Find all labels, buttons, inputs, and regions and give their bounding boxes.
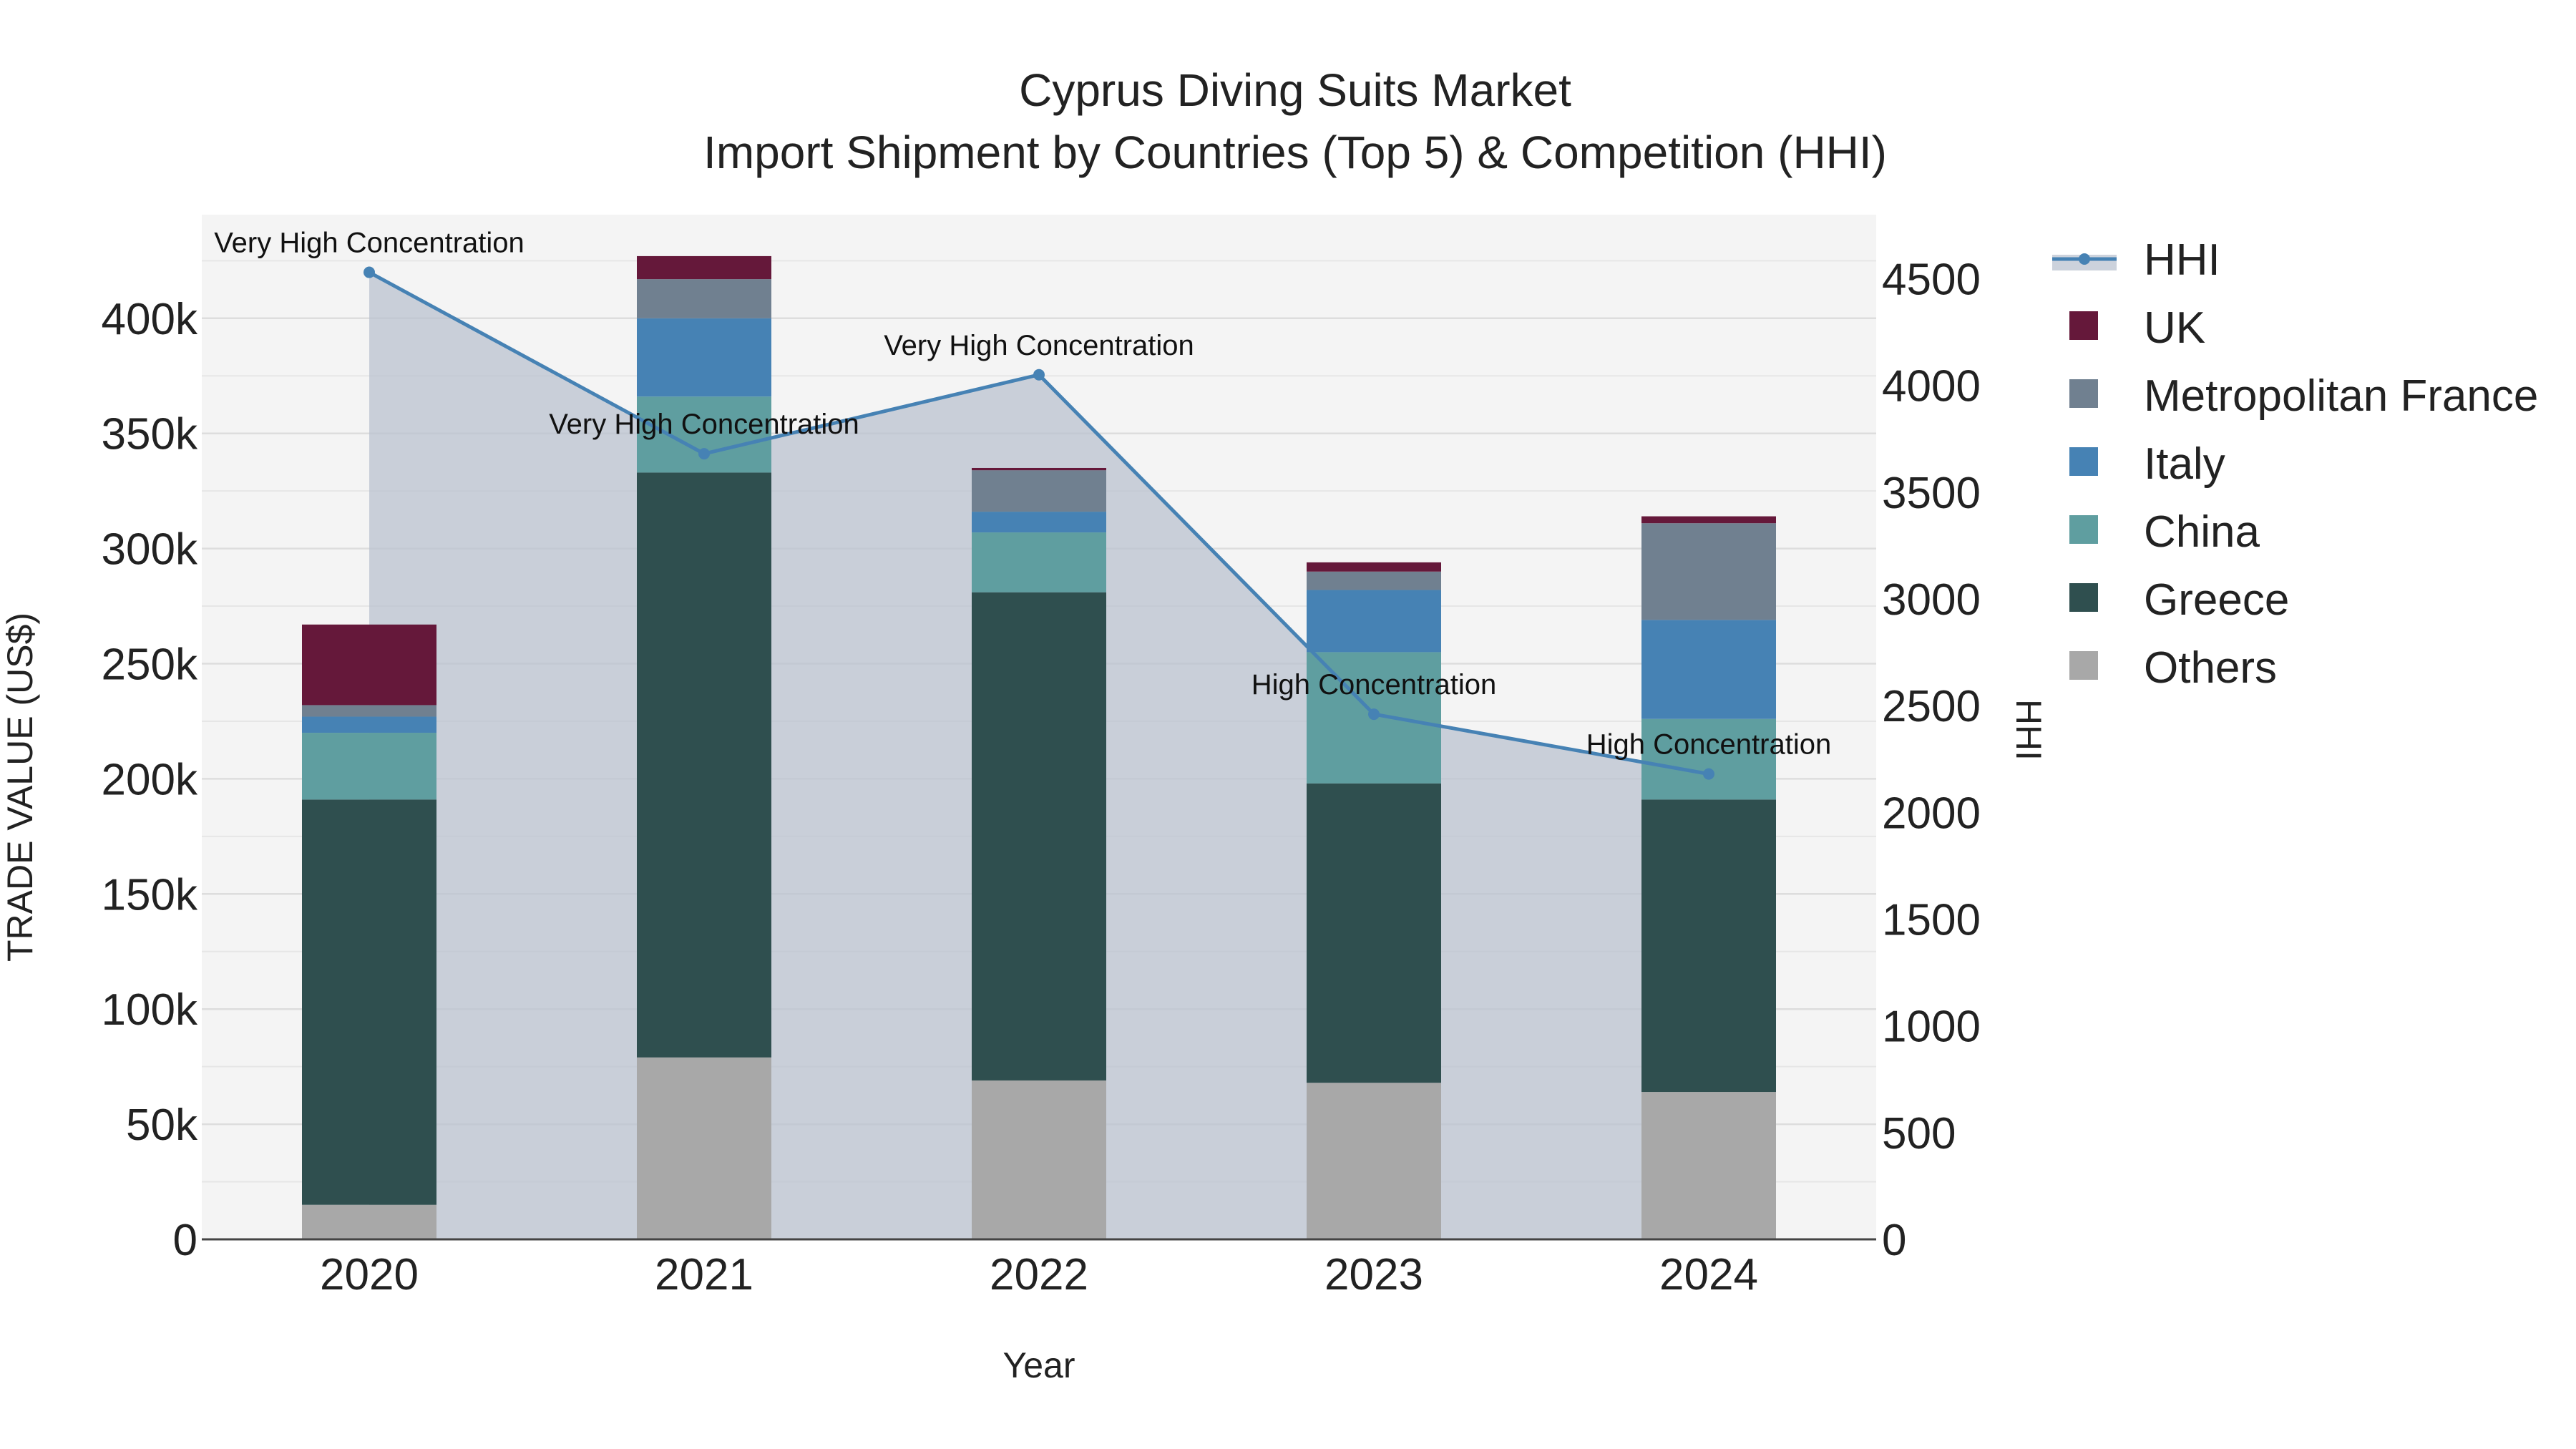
y-tick-label: 0: [173, 1216, 197, 1265]
legend-hhi-marker: [2079, 253, 2090, 265]
chart-title: Cyprus Diving Suits Market: [1019, 64, 1571, 116]
bar-others-2022: [972, 1080, 1106, 1239]
bar-metropolitan-france-2023: [1307, 571, 1441, 590]
y2-axis-ticks: 0 500 1000 1500 2000 2500 3000 3500 4000 4500: [1882, 255, 1981, 1266]
y-axis-ticks: 0 50k 100k 150k 200k 250k 300k 350k 400k: [102, 295, 198, 1265]
y-tick-label: 350k: [102, 410, 198, 459]
legend-label-uk: UK: [2144, 303, 2205, 353]
legend-label-others: Others: [2144, 643, 2277, 693]
bar-italy-2021: [637, 318, 771, 397]
bars: [302, 255, 1776, 1239]
x-tick-label: 2023: [1324, 1250, 1423, 1299]
hhi-annotations: Very High Concentration Very High Concent…: [214, 228, 1831, 761]
bar-metropolitan-france-2020: [302, 705, 436, 717]
bar-metropolitan-france-2022: [972, 470, 1106, 512]
x-axis-ticks: 2020 2021 2022 2023 2024: [320, 1250, 1758, 1299]
bar-greece-2021: [637, 472, 771, 1058]
hhi-label-2022: Very High Concentration: [884, 330, 1194, 361]
hhi-label-2024: High Concentration: [1586, 729, 1831, 761]
bar-uk-2020: [302, 624, 436, 706]
bar-greece-2022: [972, 592, 1106, 1080]
legend-swatch-greece: [2069, 583, 2098, 612]
bar-china-2024: [1641, 718, 1776, 800]
legend-label-metropolitan-france: Metropolitan France: [2144, 371, 2538, 421]
y2-tick-label: 2000: [1882, 789, 1981, 838]
y2-tick-label: 4000: [1882, 362, 1981, 411]
bar-china-2022: [972, 532, 1106, 592]
legend-swatch-uk: [2069, 311, 2098, 340]
x-tick-label: 2020: [320, 1250, 419, 1299]
y-tick-label: 50k: [126, 1101, 198, 1150]
hhi-label-2020: Very High Concentration: [214, 228, 525, 259]
bar-greece-2020: [302, 799, 436, 1205]
bar-uk-2024: [1641, 516, 1776, 524]
bar-uk-2023: [1307, 562, 1441, 572]
y-tick-label: 100k: [102, 985, 198, 1035]
y-tick-label: 150k: [102, 870, 198, 919]
y-axis-title: TRADE VALUE (US$): [0, 613, 40, 962]
bar-metropolitan-france-2021: [637, 279, 771, 318]
y-tick-label: 250k: [102, 640, 198, 690]
y2-axis-title: HHI: [2009, 699, 2049, 761]
y2-tick-label: 1500: [1882, 896, 1981, 945]
bar-greece-2023: [1307, 783, 1441, 1083]
y-tick-label: 400k: [102, 295, 198, 344]
legend-swatch-others: [2069, 651, 2098, 680]
hhi-point-2022: [1033, 369, 1045, 381]
y2-tick-label: 2500: [1882, 682, 1981, 731]
bar-italy-2020: [302, 716, 436, 733]
y-tick-label: 200k: [102, 755, 198, 804]
x-tick-label: 2024: [1659, 1250, 1758, 1299]
legend-label-italy: Italy: [2144, 439, 2225, 489]
hhi-label-2023: High Concentration: [1252, 669, 1496, 701]
x-axis-title: Year: [1002, 1345, 1075, 1385]
bar-china-2021: [637, 396, 771, 473]
hhi-point-2023: [1368, 708, 1380, 721]
hhi-line-layer: [364, 266, 1714, 780]
x-tick-label: 2022: [990, 1250, 1088, 1299]
y2-tick-label: 3000: [1882, 575, 1981, 625]
y2-tick-label: 1000: [1882, 1002, 1981, 1052]
bar-china-2020: [302, 733, 436, 800]
hhi-point-2020: [364, 266, 375, 278]
hhi-point-2021: [698, 448, 710, 460]
legend-swatch-metropolitan-france: [2069, 379, 2098, 408]
bar-others-2024: [1641, 1092, 1776, 1239]
x-tick-label: 2021: [655, 1250, 753, 1299]
y2-tick-label: 3500: [1882, 469, 1981, 518]
bar-uk-2021: [637, 255, 771, 280]
y-tick-label: 300k: [102, 525, 198, 575]
bar-others-2021: [637, 1057, 771, 1239]
legend-swatch-italy: [2069, 447, 2098, 476]
bar-greece-2024: [1641, 799, 1776, 1093]
legend-label-hhi: HHI: [2144, 235, 2220, 285]
hhi-label-2021: Very High Concentration: [549, 409, 859, 440]
legend-label-china: China: [2144, 507, 2260, 557]
bar-others-2023: [1307, 1083, 1441, 1239]
bar-italy-2023: [1307, 590, 1441, 653]
y2-tick-label: 500: [1882, 1109, 1956, 1158]
chart-subtitle: Import Shipment by Countries (Top 5) & C…: [703, 127, 1887, 178]
bar-italy-2024: [1641, 620, 1776, 719]
bar-italy-2022: [972, 512, 1106, 533]
bar-others-2020: [302, 1204, 436, 1239]
bar-metropolitan-france-2024: [1641, 523, 1776, 620]
legend-label-greece: Greece: [2144, 575, 2289, 625]
legend-swatch-china: [2069, 515, 2098, 544]
legend: HHI UK Metropolitan France Italy China Greece…: [2052, 235, 2538, 693]
y2-tick-label: 4500: [1882, 255, 1981, 305]
y2-tick-label: 0: [1882, 1216, 1906, 1265]
bar-uk-2022: [972, 467, 1106, 471]
hhi-point-2024: [1703, 768, 1714, 780]
